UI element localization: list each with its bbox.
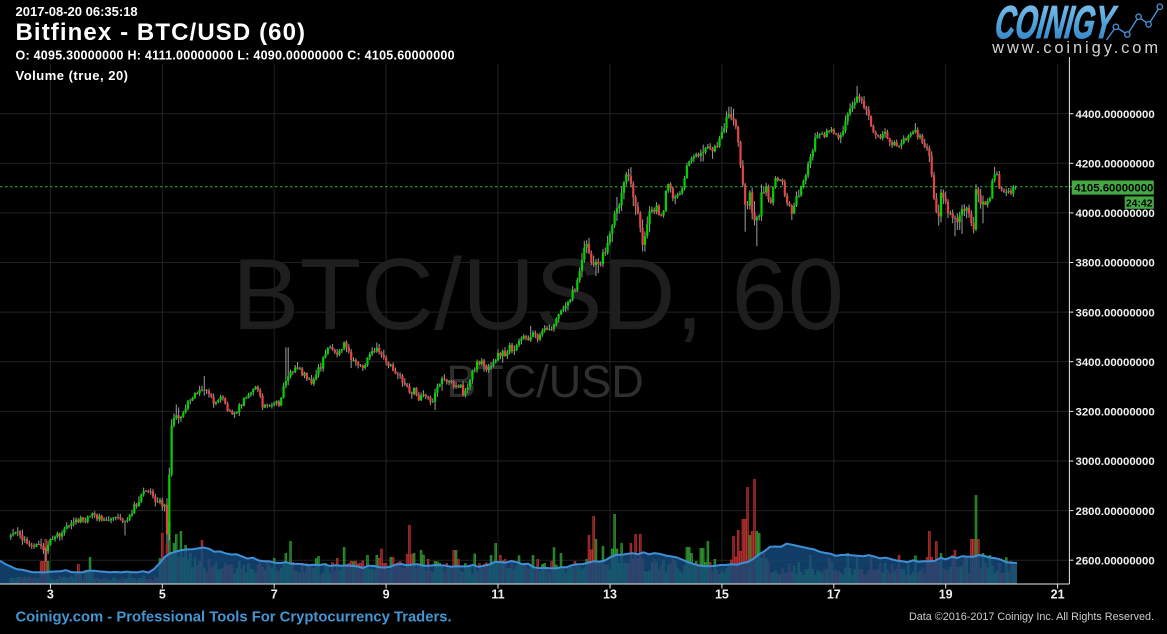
svg-text:3: 3	[47, 588, 54, 602]
svg-text:4000.00000000: 4000.00000000	[1076, 208, 1155, 220]
svg-text:9: 9	[383, 588, 390, 602]
svg-text:24:42: 24:42	[1126, 198, 1153, 209]
svg-text:O: 4095.30000000 H: 4111.00000: O: 4095.30000000 H: 4111.00000000 L: 409…	[16, 49, 455, 63]
svg-text:Coinigy.com - Professional Too: Coinigy.com - Professional Tools For Cry…	[16, 610, 452, 626]
svg-text:Data ©2016-2017 Coinigy Inc. A: Data ©2016-2017 Coinigy Inc. All Rights …	[909, 611, 1154, 623]
svg-text:www.coinigy.com: www.coinigy.com	[991, 39, 1161, 57]
svg-text:BTC/USD: BTC/USD	[446, 356, 644, 407]
svg-text:2600.00000000: 2600.00000000	[1076, 555, 1155, 567]
svg-text:Volume (true, 20): Volume (true, 20)	[16, 68, 129, 83]
svg-text:7: 7	[271, 588, 278, 602]
svg-text:5: 5	[159, 588, 166, 602]
svg-text:21: 21	[1051, 588, 1065, 602]
svg-text:13: 13	[603, 588, 617, 602]
svg-text:3200.00000000: 3200.00000000	[1076, 407, 1155, 419]
svg-text:3400.00000000: 3400.00000000	[1076, 357, 1155, 369]
svg-text:4200.00000000: 4200.00000000	[1076, 159, 1155, 171]
svg-text:Bitfinex - BTC/USD (60): Bitfinex - BTC/USD (60)	[16, 19, 307, 46]
svg-text:17: 17	[827, 588, 841, 602]
svg-text:2017-08-20 06:35:18: 2017-08-20 06:35:18	[16, 4, 138, 19]
svg-text:19: 19	[939, 588, 953, 602]
svg-text:BTC/USD, 60: BTC/USD, 60	[232, 239, 844, 351]
svg-text:4400.00000000: 4400.00000000	[1076, 109, 1155, 121]
svg-text:15: 15	[715, 588, 729, 602]
svg-text:4105.60000000: 4105.60000000	[1074, 183, 1153, 195]
svg-text:3600.00000000: 3600.00000000	[1076, 307, 1155, 319]
svg-text:11: 11	[491, 588, 504, 602]
svg-text:COINIGY: COINIGY	[992, 0, 1120, 48]
svg-text:3800.00000000: 3800.00000000	[1076, 258, 1155, 270]
svg-text:2800.00000000: 2800.00000000	[1076, 506, 1155, 518]
svg-text:3000.00000000: 3000.00000000	[1076, 456, 1155, 468]
